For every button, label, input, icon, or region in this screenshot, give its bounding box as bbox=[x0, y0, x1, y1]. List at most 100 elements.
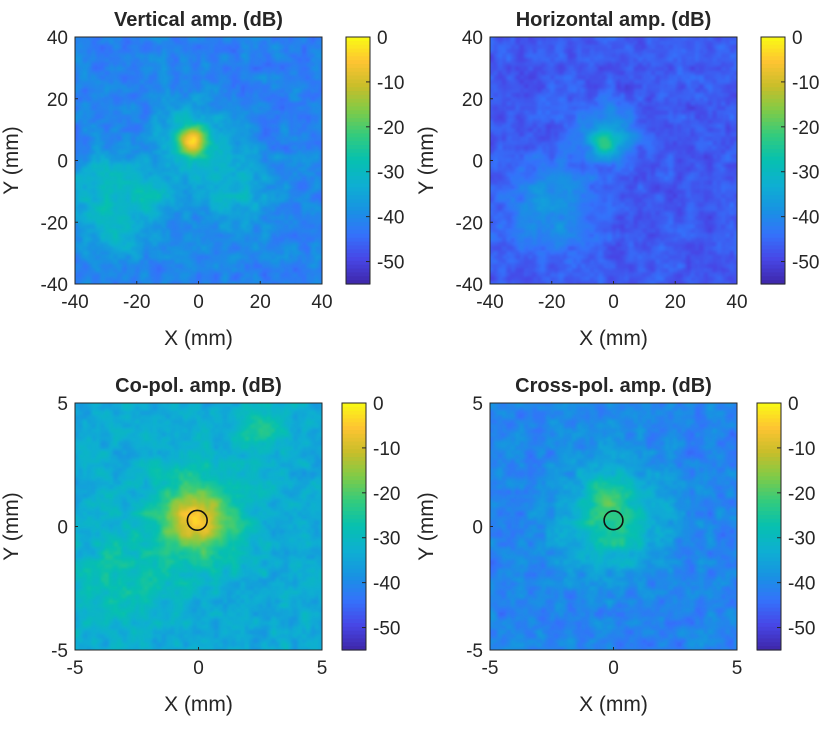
colorbar-swatch bbox=[761, 175, 785, 181]
colorbar-swatch bbox=[757, 630, 781, 636]
colorbar-swatch bbox=[761, 137, 785, 142]
colorbar-swatch bbox=[761, 168, 785, 173]
colorbar-swatch bbox=[757, 503, 781, 508]
x-axis-label: X (mm) bbox=[579, 693, 648, 716]
x-tick-label: 0 bbox=[193, 292, 204, 313]
colorbar-swatch bbox=[761, 245, 785, 250]
colorbar-swatch bbox=[757, 549, 781, 555]
colorbar-tick-label: -20 bbox=[373, 484, 400, 505]
colorbar-swatch bbox=[761, 94, 785, 100]
colorbar-swatch bbox=[346, 179, 370, 185]
y-tick-label: -20 bbox=[41, 213, 68, 234]
colorbar-swatch bbox=[342, 453, 366, 458]
colorbar-swatch bbox=[346, 256, 370, 262]
colorbar-swatch bbox=[757, 433, 781, 439]
panel-1: -40 -20 0 20 40 40 20 0 -20 -40 Vertical amp. (dB)… bbox=[0, 9, 404, 350]
colorbar-swatch bbox=[761, 276, 785, 281]
colorbar-swatch bbox=[757, 538, 781, 543]
colorbar-tick-label: -30 bbox=[788, 529, 815, 550]
colorbar-swatch bbox=[346, 91, 370, 96]
colorbar-swatch bbox=[342, 611, 366, 616]
colorbar-swatch bbox=[346, 56, 370, 61]
y-tick-label: 0 bbox=[472, 152, 483, 173]
colorbar-swatch bbox=[757, 514, 781, 520]
y-axis-label: Y (mm) bbox=[0, 126, 23, 194]
colorbar-swatch bbox=[757, 638, 781, 643]
colorbar-swatch bbox=[761, 280, 785, 285]
colorbar-swatch bbox=[342, 503, 366, 508]
colorbar-swatch bbox=[757, 619, 781, 624]
colorbar-swatch bbox=[342, 557, 366, 562]
colorbar-swatch bbox=[342, 507, 366, 512]
colorbar-swatch bbox=[342, 615, 366, 620]
colorbar-swatch bbox=[761, 141, 785, 146]
colorbar-swatch bbox=[757, 557, 781, 562]
colorbar-swatch bbox=[757, 588, 781, 593]
colorbar-swatch bbox=[757, 611, 781, 616]
colorbar-swatch bbox=[342, 626, 366, 632]
colorbar-swatch bbox=[346, 233, 370, 239]
colorbar-swatch bbox=[757, 634, 781, 640]
colorbar-swatch bbox=[342, 607, 366, 613]
colorbar-swatch bbox=[346, 106, 370, 111]
colorbar-swatch bbox=[342, 414, 366, 420]
colorbar-swatch bbox=[761, 110, 785, 115]
colorbar-swatch bbox=[346, 71, 370, 77]
colorbar-swatch bbox=[761, 102, 785, 108]
colorbar-swatch bbox=[761, 152, 785, 158]
colorbar-swatch bbox=[761, 114, 785, 119]
colorbar-swatch bbox=[346, 133, 370, 138]
colorbar-swatch bbox=[761, 202, 785, 208]
colorbar-swatch bbox=[342, 603, 366, 609]
colorbar-swatch bbox=[346, 229, 370, 235]
colorbar-swatch bbox=[342, 491, 366, 497]
colorbar-tick-label: -50 bbox=[788, 619, 815, 640]
colorbar-swatch bbox=[757, 460, 781, 466]
colorbar-swatch bbox=[757, 426, 781, 431]
colorbar-swatch bbox=[761, 64, 785, 69]
colorbar-swatch bbox=[346, 172, 370, 177]
y-tick-label: 40 bbox=[462, 28, 483, 49]
colorbar-tick-label: 0 bbox=[788, 394, 799, 415]
colorbar-swatch bbox=[761, 44, 785, 50]
colorbar-swatch bbox=[342, 592, 366, 597]
colorbar-swatch bbox=[757, 484, 781, 489]
colorbar-tick-label: -10 bbox=[377, 73, 404, 94]
colorbar-swatch bbox=[346, 60, 370, 65]
colorbar-swatch bbox=[346, 48, 370, 54]
colorbar-swatch bbox=[761, 210, 785, 216]
colorbar-swatch bbox=[761, 249, 785, 254]
colorbar-swatch bbox=[761, 241, 785, 247]
colorbar-swatch bbox=[757, 526, 781, 531]
colorbar-swatch bbox=[757, 499, 781, 504]
colorbar-swatch bbox=[342, 518, 366, 524]
colorbar-swatch bbox=[342, 619, 366, 624]
y-axis-label: Y (mm) bbox=[0, 492, 23, 560]
colorbar-swatch bbox=[761, 206, 785, 212]
colorbar-swatch bbox=[761, 98, 785, 104]
panel-title: Vertical amp. (dB) bbox=[114, 9, 283, 31]
colorbar-tick-label: -10 bbox=[788, 439, 815, 460]
colorbar-swatch bbox=[757, 491, 781, 497]
colorbar-swatch bbox=[342, 588, 366, 593]
colorbar-tick-label: -40 bbox=[792, 208, 819, 229]
colorbar-swatch bbox=[761, 253, 785, 258]
colorbar-swatch bbox=[346, 98, 370, 104]
colorbar-swatch bbox=[342, 422, 366, 427]
colorbar-swatch bbox=[346, 218, 370, 223]
colorbar-swatch bbox=[346, 83, 370, 88]
colorbar-swatch bbox=[757, 430, 781, 435]
colorbar-swatch bbox=[757, 615, 781, 620]
colorbar-swatch bbox=[757, 541, 781, 547]
colorbar-tick-label: 0 bbox=[377, 28, 388, 49]
colorbar-swatch bbox=[757, 511, 781, 516]
y-tick-label: 20 bbox=[47, 90, 68, 111]
colorbar-swatch bbox=[346, 87, 370, 92]
y-tick-label: -5 bbox=[466, 641, 483, 662]
colorbar-swatch bbox=[757, 545, 781, 551]
colorbar-swatch bbox=[757, 565, 781, 570]
colorbar-swatch bbox=[346, 272, 370, 277]
colorbar-swatch bbox=[757, 437, 781, 443]
colorbar-swatch bbox=[761, 56, 785, 61]
colorbar-swatch bbox=[342, 634, 366, 640]
